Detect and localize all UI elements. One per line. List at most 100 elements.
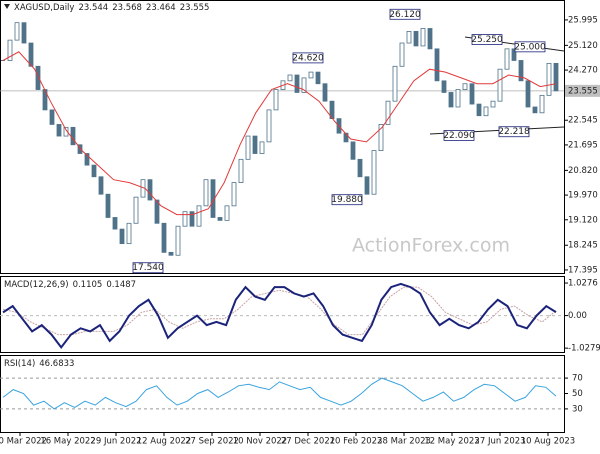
- candle: [252, 135, 258, 154]
- y-tick-label: -1.0279: [568, 344, 600, 354]
- candle: [7, 39, 13, 61]
- panel-frame: [0, 276, 565, 353]
- y-tick-label: 17.395: [568, 265, 598, 275]
- candle: [203, 179, 209, 207]
- x-tick-label: 29 Jun 2022: [90, 437, 141, 447]
- candle: [273, 89, 279, 111]
- candle: [147, 179, 153, 201]
- candle: [539, 94, 545, 114]
- indicator-value: 0.1105: [73, 280, 103, 290]
- y-tick-label: 25.120: [568, 41, 598, 51]
- candle: [49, 109, 55, 125]
- indicator-name: MACD(12,26,9): [4, 280, 69, 290]
- candle: [84, 153, 90, 166]
- panel-title: RSI(14) 46.6833: [4, 359, 74, 369]
- annotation: 22.218: [498, 127, 530, 137]
- annotation-box: [498, 126, 530, 138]
- annotation-box: [331, 194, 363, 206]
- candle: [469, 83, 475, 105]
- annotation: 25.250: [471, 35, 503, 45]
- candle: [525, 80, 531, 108]
- indicator-value: 0.1487: [106, 280, 136, 290]
- candle: [189, 211, 195, 227]
- ohlc-value: 23.544: [78, 3, 108, 13]
- y-tick-label: 20.820: [568, 166, 598, 176]
- candle: [553, 62, 559, 92]
- y-tick-label: 18.245: [568, 241, 598, 251]
- candle: [399, 42, 405, 67]
- candle: [532, 106, 538, 114]
- candle: [483, 106, 489, 117]
- candle: [350, 141, 356, 160]
- y-tick-label: 25.995: [568, 15, 598, 25]
- signal-line: [2, 286, 557, 336]
- candle: [126, 222, 132, 245]
- candle: [308, 71, 314, 79]
- candle: [420, 28, 426, 47]
- x-tick-label: 28 Mar 2023: [377, 437, 431, 447]
- y-tick-label: 70: [572, 374, 583, 384]
- candle: [301, 77, 307, 93]
- rsi-line: [2, 377, 557, 410]
- candle: [441, 80, 447, 93]
- candle: [35, 65, 41, 90]
- candle: [294, 74, 300, 93]
- x-tick-label: 10 Aug 2023: [521, 437, 575, 447]
- annotation: 22.090: [443, 131, 475, 141]
- candle: [322, 83, 328, 102]
- candle: [105, 193, 111, 218]
- annotation-box: [389, 8, 421, 20]
- panel-frame: [0, 0, 565, 274]
- candle: [462, 83, 468, 90]
- candle: [161, 222, 167, 253]
- x-tick-label: 16 May 2022: [40, 437, 95, 447]
- candle: [133, 196, 139, 224]
- candle: [91, 164, 97, 178]
- title-arrow: [4, 4, 10, 9]
- y-tick-label: 0.00: [568, 311, 587, 321]
- price-label-bg: [565, 84, 600, 97]
- chart-title: XAGUSD,Daily 23.544 23.568 23.464 23.555: [14, 3, 209, 13]
- candle: [56, 124, 62, 137]
- candle: [217, 217, 223, 221]
- x-tick-label: 27 Jun 2023: [474, 437, 525, 447]
- y-tick-label: 19.970: [568, 191, 598, 201]
- candle: [434, 48, 440, 82]
- y-tick-label: 1.0276: [568, 279, 598, 289]
- candle: [231, 182, 237, 207]
- candle: [28, 42, 34, 67]
- candle: [392, 65, 398, 102]
- candle: [364, 176, 370, 195]
- indicator-name: RSI(14): [4, 359, 35, 369]
- annotation-box: [471, 34, 503, 45]
- candle: [168, 251, 174, 256]
- annotation-box: [132, 262, 164, 274]
- candle: [266, 109, 272, 143]
- y-tick-label: 22.545: [568, 116, 598, 126]
- x-tick-label: 12 May 2023: [424, 437, 479, 447]
- candle: [504, 48, 510, 70]
- panel-title: MACD(12,26,9) 0.1105 0.1487: [4, 280, 136, 290]
- y-tick-label: 50: [572, 389, 583, 399]
- y-tick-label: 19.120: [568, 215, 598, 225]
- candle: [14, 22, 20, 41]
- current-price-label: 23.555: [568, 86, 598, 96]
- candle: [385, 100, 391, 125]
- annotation: 26.120: [389, 10, 421, 20]
- candle: [245, 135, 251, 160]
- candle: [119, 228, 125, 245]
- candle: [224, 205, 230, 221]
- candle: [112, 217, 118, 230]
- candle: [371, 150, 377, 195]
- x-tick-label: 27 Sep 2022: [185, 437, 239, 447]
- macd-line: [2, 282, 557, 349]
- candle: [343, 132, 349, 143]
- indicator-value: 46.6833: [39, 359, 74, 369]
- symbol: XAGUSD,Daily: [14, 3, 74, 13]
- ohlc-value: 23.464: [146, 3, 176, 13]
- candle: [490, 100, 496, 108]
- candle: [259, 141, 265, 154]
- candle: [476, 103, 482, 117]
- candle: [175, 225, 181, 256]
